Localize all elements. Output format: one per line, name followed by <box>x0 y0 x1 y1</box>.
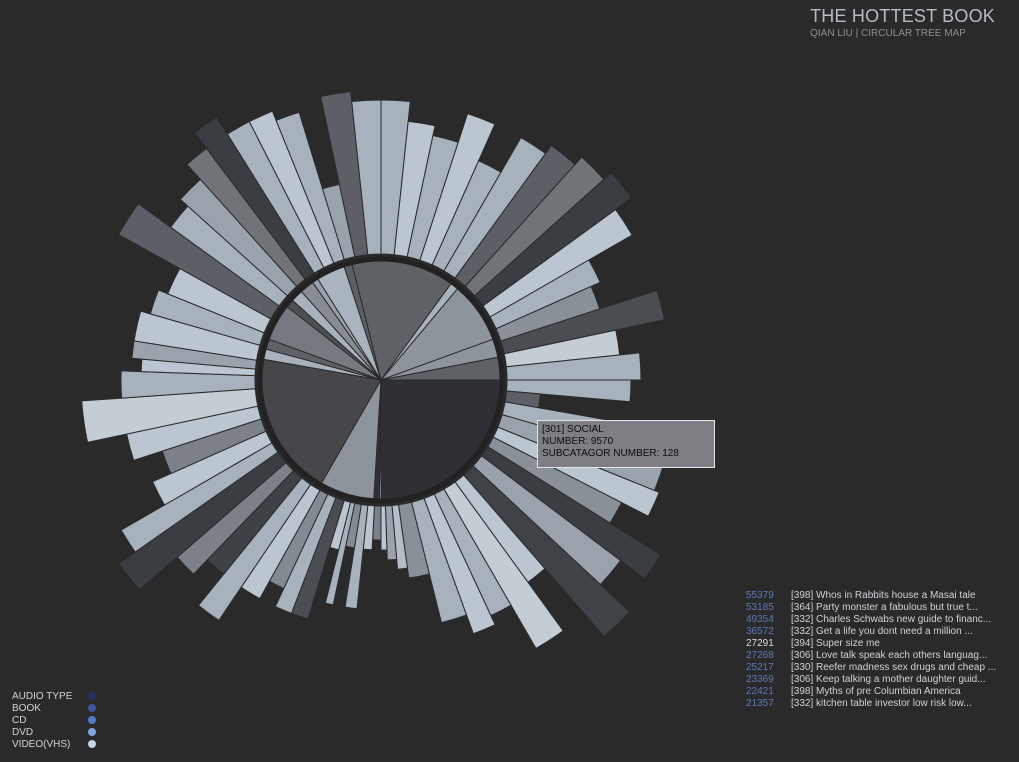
outer-bars <box>81 91 666 650</box>
legend-item[interactable]: AUDIO TYPE <box>12 690 96 702</box>
legend-dot <box>88 692 96 700</box>
list-item[interactable]: 21357 [332] kitchen table investor low ri… <box>746 698 996 710</box>
page-subtitle: QIAN LIU | CIRCULAR TREE MAP <box>810 28 966 39</box>
legend-label: AUDIO TYPE <box>12 690 73 702</box>
legend-dot <box>88 716 96 724</box>
list-item-title: [332] Charles Schwabs new guide to finan… <box>791 614 992 625</box>
list-item[interactable]: 25217 [330] Reefer madness sex drugs and … <box>746 662 996 674</box>
legend-item[interactable]: DVD <box>12 726 96 738</box>
legend-item[interactable]: VIDEO(VHS) <box>12 738 96 750</box>
tooltip-line-1: [301] SOCIAL <box>542 424 604 435</box>
legend: AUDIO TYPE BOOK CD DVD VIDEO(VHS) <box>12 690 96 750</box>
legend-label: BOOK <box>12 702 41 714</box>
list-item-title: [306] Keep talking a mother daughter gui… <box>791 674 986 685</box>
list-item-count: 36572 <box>746 626 774 637</box>
pie-ring <box>257 256 505 504</box>
list-item[interactable]: 53185 [364] Party monster a fabulous but … <box>746 602 996 614</box>
list-item[interactable]: 22421 [398] Myths of pre Columbian Americ… <box>746 686 996 698</box>
legend-dot <box>88 740 96 748</box>
legend-item[interactable]: BOOK <box>12 702 96 714</box>
list-item[interactable]: 55379 [398] Whos in Rabbits house a Masai… <box>746 590 996 602</box>
category-tooltip: [301] SOCIAL NUMBER: 9570 SUBCATAGOR NUM… <box>537 420 715 468</box>
top-books-list: 55379 [398] Whos in Rabbits house a Masai… <box>746 590 996 710</box>
subcategory-bar[interactable] <box>380 505 388 551</box>
list-item-title: [330] Reefer madness sex drugs and cheap… <box>791 662 997 673</box>
list-item-title: [332] Get a life you dont need a million… <box>791 626 973 637</box>
list-item-count: 27268 <box>746 650 774 661</box>
list-item-count: 22421 <box>746 686 774 697</box>
legend-item[interactable]: CD <box>12 714 96 726</box>
subcategory-bar[interactable] <box>505 352 642 381</box>
list-item-title: [398] Myths of pre Columbian America <box>791 686 961 697</box>
list-item-title: [332] kitchen table investor low risk lo… <box>791 698 972 709</box>
list-item-title: [306] Love talk speak each others langua… <box>791 650 988 661</box>
legend-label: VIDEO(VHS) <box>12 738 71 750</box>
list-item-count: 25217 <box>746 662 774 673</box>
list-item-title: [394] Super size me <box>791 638 880 649</box>
list-item-count: 23369 <box>746 674 774 685</box>
list-item-count: 27291 <box>746 638 774 649</box>
list-item[interactable]: 36572 [332] Get a life you dont need a mi… <box>746 626 996 638</box>
tooltip-line-3: SUBCATAGOR NUMBER: 128 <box>542 448 679 459</box>
page-title: THE HOTTEST BOOK <box>810 6 995 26</box>
list-item[interactable]: 49354 [332] Charles Schwabs new guide to … <box>746 614 996 626</box>
legend-dot <box>88 728 96 736</box>
inner-category-pie <box>260 259 502 501</box>
legend-label: DVD <box>12 726 34 738</box>
list-item-count: 21357 <box>746 698 774 709</box>
tooltip-line-2: NUMBER: 9570 <box>542 436 614 447</box>
list-item[interactable]: 27291 [394] Super size me <box>746 638 996 650</box>
list-item[interactable]: 23369 [306] Keep talking a mother daughte… <box>746 674 996 686</box>
list-item-count: 49354 <box>746 614 774 625</box>
legend-label: CD <box>12 714 27 726</box>
legend-dot <box>88 704 96 712</box>
list-item-title: [398] Whos in Rabbits house a Masai tale <box>791 590 976 601</box>
list-item-count: 55379 <box>746 590 774 601</box>
list-item-count: 53185 <box>746 602 774 613</box>
list-item-title: [364] Party monster a fabulous but true … <box>791 602 978 613</box>
header: THE HOTTEST BOOK QIAN LIU | CIRCULAR TRE… <box>810 6 995 39</box>
list-item[interactable]: 27268 [306] Love talk speak each others l… <box>746 650 996 662</box>
